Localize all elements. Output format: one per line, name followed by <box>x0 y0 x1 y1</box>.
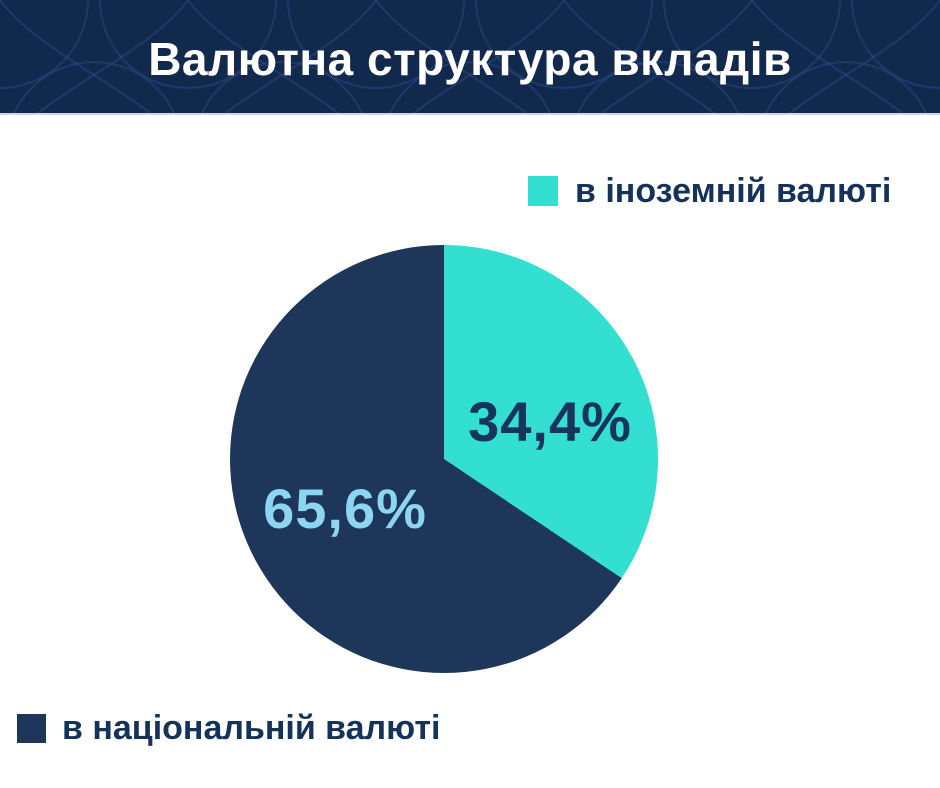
header-banner: Валютна структура вкладів <box>0 0 940 115</box>
page-title: Валютна структура вкладів <box>148 32 792 85</box>
pie-value-label-national-currency: 65,6% <box>263 477 427 540</box>
legend-item-national-currency: в національній валюті <box>17 711 440 745</box>
legend-item-foreign-currency: в іноземній валюті <box>528 174 891 208</box>
legend-label-foreign-currency: в іноземній валюті <box>575 172 892 210</box>
legend-swatch-foreign-currency <box>528 176 558 206</box>
pie-value-label-foreign-currency: 34,4% <box>468 390 632 453</box>
pie-chart: 34,4% 65,6% <box>230 245 658 673</box>
header-pattern-decoration <box>0 0 940 113</box>
legend-swatch-national-currency <box>17 713 46 743</box>
legend-label-national-currency: в національній валюті <box>62 709 441 747</box>
